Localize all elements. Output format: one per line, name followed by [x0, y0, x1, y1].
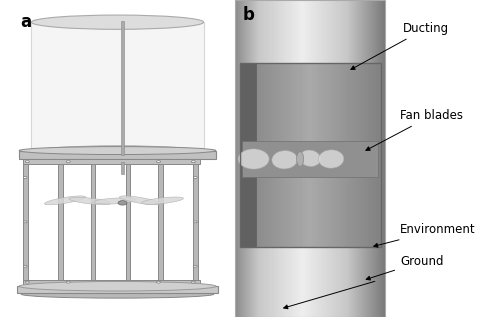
Ellipse shape	[192, 161, 196, 163]
Bar	[158, 158, 163, 285]
Text: b: b	[242, 6, 254, 24]
Ellipse shape	[66, 281, 70, 283]
Ellipse shape	[142, 197, 184, 204]
Ellipse shape	[26, 281, 30, 283]
Text: Ground: Ground	[366, 255, 444, 280]
Ellipse shape	[19, 146, 216, 155]
Bar	[240, 63, 380, 247]
Ellipse shape	[318, 150, 344, 168]
Ellipse shape	[300, 150, 320, 166]
Text: Fan blades: Fan blades	[366, 109, 463, 150]
Ellipse shape	[66, 161, 70, 163]
Ellipse shape	[26, 161, 30, 163]
Bar	[23, 280, 200, 285]
Bar	[23, 158, 200, 164]
Bar	[32, 22, 204, 152]
Text: a: a	[20, 13, 31, 31]
Bar	[17, 286, 218, 293]
Bar	[121, 21, 124, 155]
Ellipse shape	[192, 281, 196, 283]
Ellipse shape	[194, 265, 197, 267]
Ellipse shape	[21, 290, 214, 298]
Text: Environment: Environment	[374, 223, 476, 247]
Ellipse shape	[194, 177, 197, 178]
Ellipse shape	[118, 201, 127, 205]
Ellipse shape	[194, 221, 197, 223]
Bar	[235, 0, 385, 317]
Ellipse shape	[272, 151, 297, 169]
Ellipse shape	[94, 198, 136, 204]
Bar	[58, 158, 62, 285]
Ellipse shape	[32, 146, 204, 158]
Ellipse shape	[24, 177, 27, 178]
Ellipse shape	[24, 221, 27, 223]
Ellipse shape	[69, 197, 111, 205]
Bar	[194, 158, 198, 285]
Bar	[91, 158, 96, 285]
Ellipse shape	[156, 161, 160, 163]
Ellipse shape	[19, 281, 216, 291]
Ellipse shape	[156, 281, 160, 283]
Ellipse shape	[44, 196, 86, 205]
Ellipse shape	[238, 149, 269, 169]
Bar	[23, 158, 28, 285]
Ellipse shape	[32, 15, 204, 29]
Bar	[19, 151, 216, 158]
Bar	[121, 162, 124, 174]
Ellipse shape	[296, 152, 304, 166]
Ellipse shape	[24, 265, 27, 267]
Bar	[126, 158, 130, 285]
Ellipse shape	[120, 196, 160, 205]
Text: Ducting: Ducting	[351, 22, 448, 69]
Bar	[242, 141, 378, 178]
